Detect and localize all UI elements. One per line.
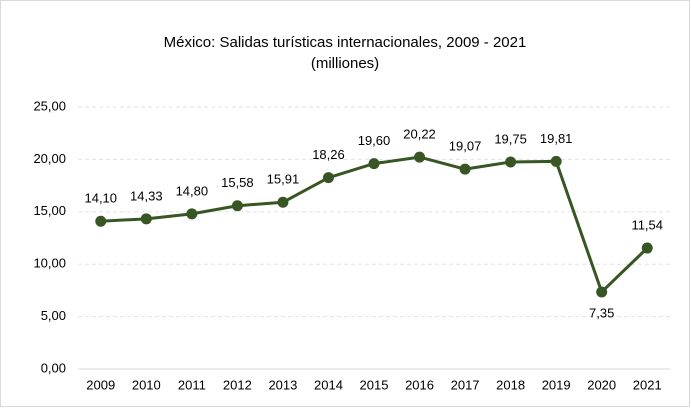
data-label: 19,75: [494, 131, 527, 146]
y-tick-label: 10,00: [33, 256, 66, 271]
point: [95, 215, 107, 227]
x-tick-label: 2013: [268, 377, 297, 392]
point: [186, 208, 198, 220]
y-tick-label: 0,00: [41, 360, 66, 375]
point: [641, 242, 653, 254]
x-tick-label: 2011: [178, 377, 206, 392]
y-tick-label: 15,00: [33, 203, 66, 218]
point: [277, 196, 289, 208]
data-label: 19,60: [358, 133, 391, 148]
x-tick-label: 2020: [587, 377, 616, 392]
data-label: 18,26: [312, 147, 345, 162]
data-label: 7,35: [589, 305, 614, 320]
x-tick-label: 2016: [405, 377, 434, 392]
point: [459, 163, 471, 175]
x-tick-label: 2012: [223, 377, 252, 392]
x-tick-label: 2017: [451, 377, 480, 392]
point: [322, 172, 334, 184]
x-tick-label: 2021: [633, 377, 662, 392]
data-label: 20,22: [403, 127, 436, 142]
x-tick-label: 2009: [86, 377, 115, 392]
x-tick-label: 2019: [542, 377, 571, 392]
data-label: 14,80: [176, 183, 209, 198]
y-tick-label: 5,00: [41, 308, 66, 323]
data-label: 15,58: [221, 175, 254, 190]
point: [140, 213, 152, 225]
data-label: 15,91: [267, 172, 300, 187]
x-tick-label: 2018: [496, 377, 525, 392]
data-label: 19,07: [449, 139, 482, 154]
data-label: 11,54: [631, 217, 663, 232]
chart-subtitle: (milliones): [311, 55, 379, 72]
data-label: 19,81: [540, 131, 573, 146]
point: [596, 286, 608, 298]
x-tick-label: 2014: [314, 377, 343, 392]
data-label: 14,10: [84, 191, 117, 206]
y-tick-label: 25,00: [33, 98, 66, 113]
point: [505, 156, 517, 168]
chart-title: México: Salidas turísticas internacional…: [164, 34, 527, 51]
point: [414, 151, 426, 163]
y-tick-label: 20,00: [33, 151, 66, 166]
data-label: 14,33: [130, 188, 163, 203]
x-tick-label: 2010: [132, 377, 161, 392]
point: [550, 155, 562, 167]
point: [231, 200, 243, 212]
point: [368, 158, 380, 170]
x-tick-label: 2015: [360, 377, 389, 392]
